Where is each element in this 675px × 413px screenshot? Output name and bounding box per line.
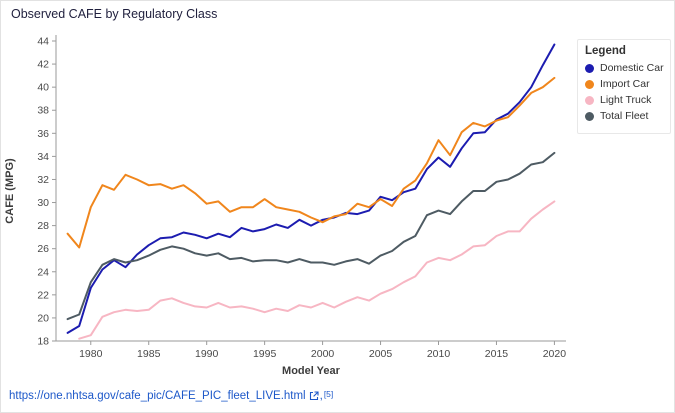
chart-title: Observed CAFE by Regulatory Class (11, 7, 218, 21)
x-tick-label: 2000 (311, 348, 335, 360)
x-tick-label: 2005 (369, 348, 393, 360)
x-tick-label: 1985 (137, 348, 161, 360)
chart-legend: Legend Domestic Car Import Car Light Tru… (577, 39, 671, 134)
legend-item-domestic-car[interactable]: Domestic Car (585, 62, 664, 74)
x-tick-label: 1980 (79, 348, 103, 360)
source-link-row: https://one.nhtsa.gov/cafe_pic/CAFE_PIC_… (9, 390, 333, 402)
legend-title: Legend (585, 45, 626, 57)
legend-label: Import Car (600, 78, 650, 90)
y-tick-label: 38 (37, 105, 49, 117)
cafe-line-chart: 18 20 22 24 26 28 30 32 34 36 38 40 42 44 1980 1985 1990… (4, 35, 567, 377)
external-link-icon (309, 391, 319, 401)
x-axis-title: Model Year (282, 365, 341, 377)
light-truck-swatch-icon (585, 95, 594, 105)
x-tick-label: 2010 (427, 348, 451, 360)
legend-label: Light Truck (600, 94, 652, 106)
x-tick-label: 1990 (195, 348, 219, 360)
domestic-car-swatch-icon (585, 63, 594, 73)
total-fleet-swatch-icon (585, 111, 594, 121)
y-tick-label: 26 (37, 243, 49, 255)
x-tick-label: 1995 (253, 348, 277, 360)
legend-item-total-fleet[interactable]: Total Fleet (585, 110, 664, 122)
series-line-import-car (66, 76, 556, 249)
series-line-light-truck (78, 200, 556, 340)
legend-item-light-truck[interactable]: Light Truck (585, 94, 664, 106)
citation-link[interactable]: [5] (323, 389, 334, 399)
legend-label: Total Fleet (600, 110, 649, 122)
y-tick-label: 44 (37, 36, 49, 48)
x-tick-label: 2020 (543, 348, 567, 360)
y-tick-label: 42 (37, 59, 49, 71)
y-tick-label: 36 (37, 128, 49, 140)
series-line-domestic-car (66, 43, 556, 334)
y-tick-label: 34 (37, 151, 49, 163)
legend-label: Domestic Car (600, 62, 664, 74)
y-axis-title: CAFE (MPG) (4, 158, 16, 224)
x-tick-label: 2015 (485, 348, 509, 360)
y-tick-label: 30 (37, 197, 49, 209)
y-tick-label: 18 (37, 336, 49, 348)
y-tick-label: 40 (37, 82, 49, 94)
source-link[interactable]: https://one.nhtsa.gov/cafe_pic/CAFE_PIC_… (9, 390, 306, 402)
chart-area: 18 20 22 24 26 28 30 32 34 36 38 40 42 44 1980 1985 1990… (1, 25, 576, 387)
y-tick-label: 32 (37, 174, 49, 186)
y-tick-label: 24 (37, 266, 49, 278)
series-line-total-fleet (66, 151, 556, 321)
y-tick-label: 28 (37, 220, 49, 232)
y-tick-label: 22 (37, 289, 49, 301)
y-tick-label: 20 (37, 312, 49, 324)
import-car-swatch-icon (585, 79, 594, 89)
legend-item-import-car[interactable]: Import Car (585, 78, 664, 90)
separator-text: , (319, 390, 323, 402)
